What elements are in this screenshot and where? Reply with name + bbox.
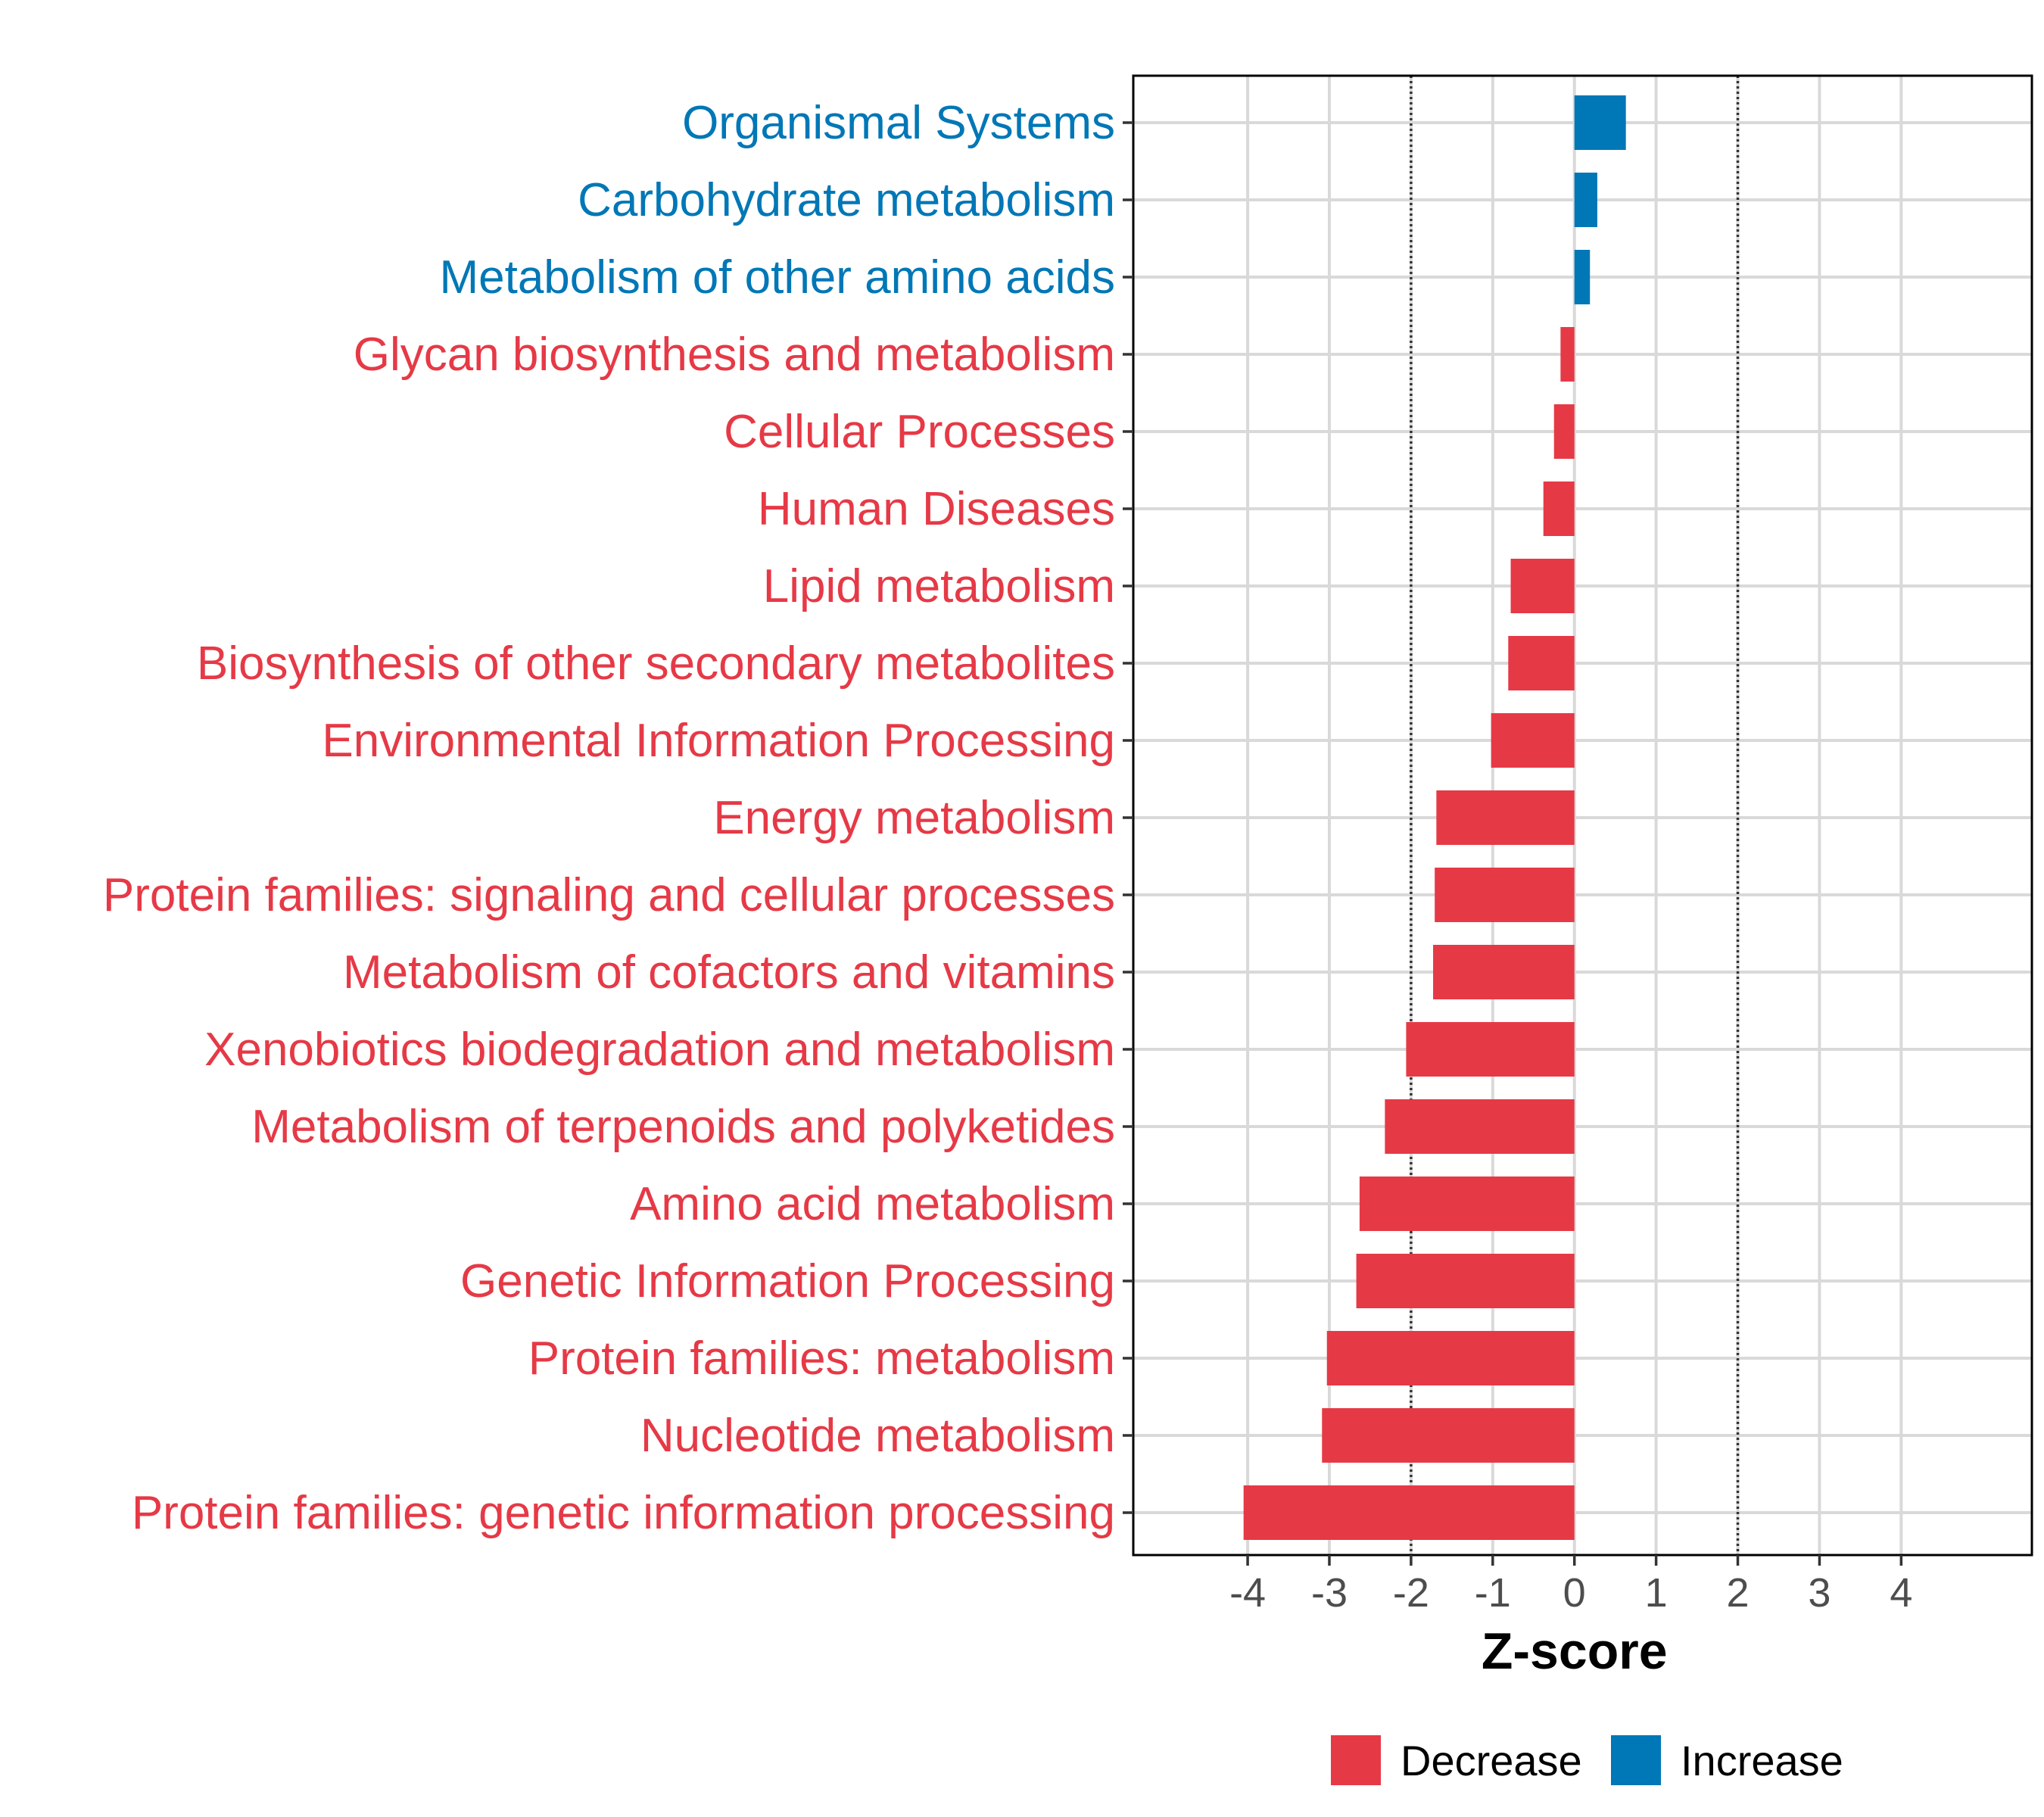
category-label: Genetic Information Processing	[460, 1255, 1115, 1307]
category-label: Energy metabolism	[713, 792, 1115, 844]
x-tick-label: 3	[1808, 1570, 1831, 1616]
legend-key-decrease	[1331, 1735, 1381, 1785]
legend: Decrease Increase	[1331, 1735, 1843, 1785]
category-label: Protein families: metabolism	[528, 1332, 1115, 1385]
category-label: Lipid metabolism	[763, 560, 1115, 612]
category-label: Amino acid metabolism	[630, 1178, 1115, 1230]
category-label: Organismal Systems	[682, 97, 1115, 149]
x-tick-label: 0	[1563, 1570, 1586, 1616]
plot-panel-border	[1132, 74, 2033, 1557]
bar	[1385, 1099, 1575, 1154]
bars	[1243, 95, 1626, 1540]
category-label: Protein families: signaling and cellular…	[103, 869, 1115, 921]
category-label: Cellular Processes	[724, 406, 1115, 458]
bar	[1406, 1022, 1575, 1077]
bar	[1359, 1177, 1575, 1231]
bar	[1322, 1408, 1575, 1463]
legend-key-increase	[1611, 1735, 1661, 1785]
x-axis-title: Z-score	[1482, 1622, 1668, 1680]
bar	[1543, 482, 1575, 536]
x-tick-label: -3	[1311, 1570, 1348, 1616]
x-tick-label: -2	[1393, 1570, 1429, 1616]
legend-label-increase: Increase	[1681, 1737, 1843, 1784]
bar	[1553, 404, 1575, 459]
x-tick-label: 1	[1645, 1570, 1668, 1616]
bar	[1326, 1331, 1575, 1385]
category-label: Environmental Information Processing	[322, 715, 1115, 767]
bar	[1574, 95, 1626, 150]
bar	[1433, 945, 1575, 999]
category-label: Nucleotide metabolism	[640, 1410, 1115, 1462]
y-axis-ticks	[1123, 121, 1133, 1514]
category-label: Metabolism of terpenoids and polyketides	[251, 1101, 1115, 1153]
x-tick-label: 2	[1727, 1570, 1750, 1616]
bar	[1560, 327, 1575, 382]
category-label: Glycan biosynthesis and metabolism	[354, 329, 1115, 381]
bar	[1436, 790, 1575, 845]
x-tick-label: -4	[1229, 1570, 1266, 1616]
x-axis-ticks: -4 -3 -2 -1 0 1 2 3 4	[1229, 1555, 1912, 1616]
bar	[1243, 1485, 1575, 1540]
legend-label-decrease: Decrease	[1401, 1737, 1582, 1784]
category-label: Biosynthesis of other secondary metaboli…	[197, 637, 1115, 690]
category-labels: Organismal Systems Carbohydrate metabolis…	[103, 97, 1115, 1539]
category-label: Metabolism of cofactors and vitamins	[343, 946, 1115, 999]
grid-lines	[1133, 76, 2032, 1555]
bar	[1510, 559, 1575, 613]
category-label: Protein families: genetic information pr…	[132, 1487, 1115, 1539]
category-label: Carbohydrate metabolism	[578, 174, 1115, 226]
x-tick-label: -1	[1475, 1570, 1511, 1616]
category-label: Metabolism of other amino acids	[439, 251, 1115, 304]
bar	[1508, 636, 1575, 690]
bar	[1574, 173, 1597, 227]
category-label: Human Diseases	[758, 483, 1115, 535]
bar	[1574, 250, 1591, 304]
x-tick-label: 4	[1890, 1570, 1912, 1616]
bar	[1356, 1254, 1575, 1308]
bar	[1435, 868, 1575, 922]
category-label: Xenobiotics biodegradation and metabolis…	[204, 1024, 1115, 1076]
bar	[1491, 713, 1575, 768]
